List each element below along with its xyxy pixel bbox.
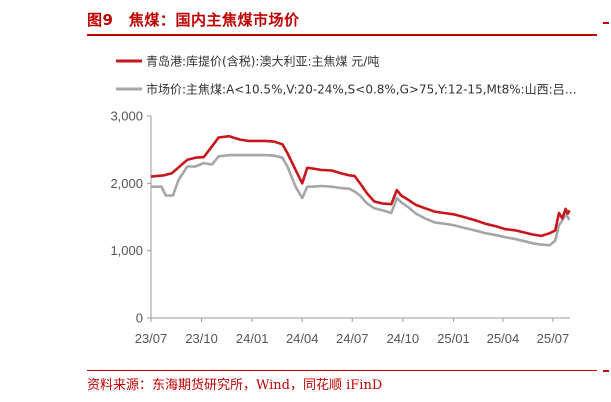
edge-mark-top — [603, 22, 609, 24]
figure-source: 资料来源：东海期货研究所，Wind，同花顺 iFinD — [87, 378, 383, 393]
legend-label-red: 青岛港:库提价(含税):澳大利亚:主焦煤 元/吨 — [146, 54, 379, 69]
source-rule — [87, 370, 597, 371]
chart-axes: 0 1,000 2,000 3,000 23/07 23/10 24/01 24/04 24/0… — [110, 109, 570, 346]
x-tick-label: 24/07 — [336, 331, 369, 346]
x-tick-label: 25/01 — [437, 331, 470, 346]
series-line-shanxi-market — [151, 153, 571, 247]
legend-label-gray: 市场价:主焦煤:A<10.5%,V:20-24%,S<0.8%,G>75,Y:1… — [146, 82, 577, 97]
x-tick-label: 24/01 — [236, 331, 269, 346]
y-tick-label: 1,000 — [110, 243, 143, 258]
chart-legend: 青岛港:库提价(含税):澳大利亚:主焦煤 元/吨 市场价:主焦煤:A<10.5%… — [116, 54, 577, 97]
x-tick-label: 24/10 — [387, 331, 420, 346]
x-tick-label: 24/04 — [286, 331, 319, 346]
x-tick-label: 23/10 — [185, 331, 218, 346]
x-tick-label: 25/04 — [487, 331, 520, 346]
figure-header: 图9 焦煤：国内主焦煤市场价 — [87, 4, 597, 36]
figure-title: 图9 焦煤：国内主焦煤市场价 — [87, 11, 300, 29]
chart-plot-area — [150, 134, 571, 247]
y-tick-label: 2,000 — [110, 176, 143, 191]
x-tick-label: 25/07 — [537, 331, 570, 346]
edge-mark-bottom — [603, 370, 609, 372]
y-tick-label: 3,000 — [110, 109, 143, 124]
series-line-qingdao-port — [150, 134, 571, 238]
x-tick-label: 23/07 — [135, 331, 168, 346]
y-tick-label: 0 — [136, 311, 143, 326]
